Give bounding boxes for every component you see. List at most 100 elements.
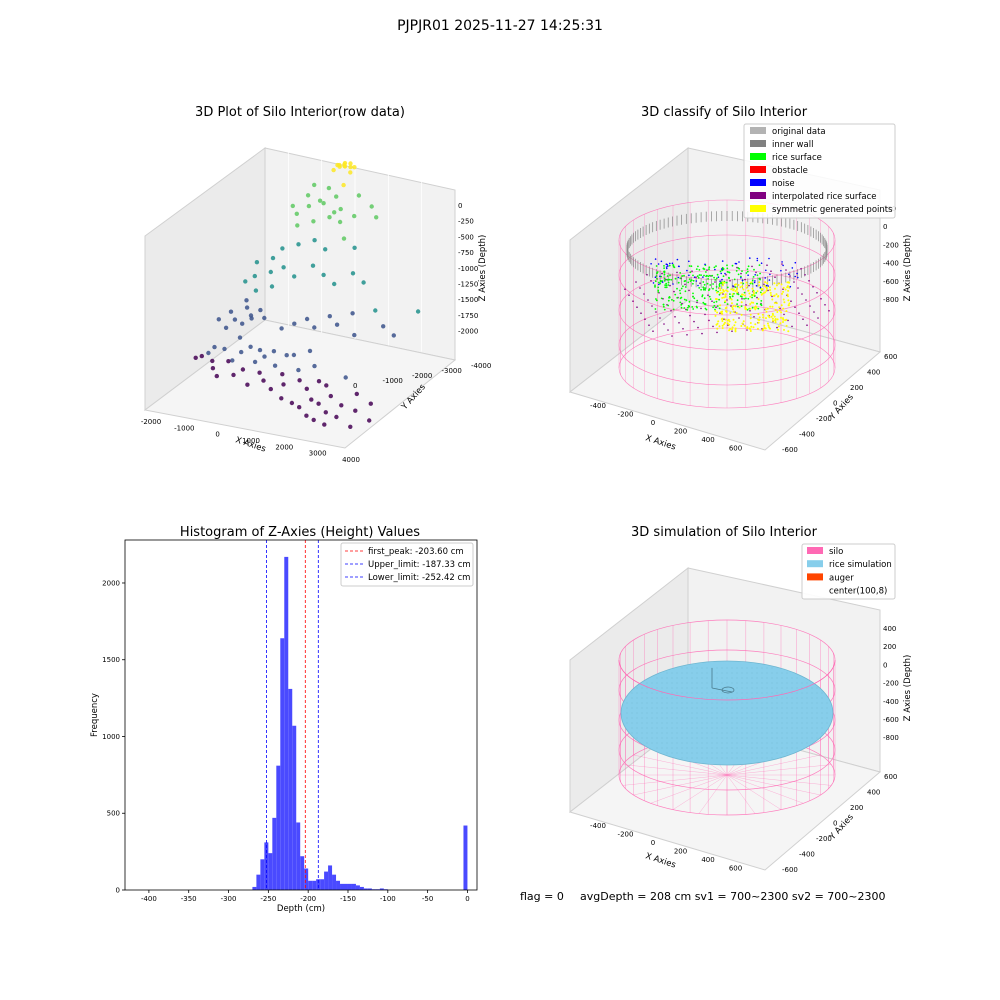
classify-symmetric-point — [777, 328, 779, 331]
sim-rice-node — [651, 702, 653, 704]
classify-rice-point — [698, 269, 701, 271]
raw-point — [311, 417, 316, 423]
classify-interp-point — [791, 325, 793, 328]
classify-interp-point — [691, 270, 693, 273]
classify-noise-point — [769, 273, 771, 276]
raw-point — [323, 410, 328, 415]
classify-noise-point — [765, 269, 767, 272]
classify-rice-point — [663, 308, 666, 311]
classify-interp-point — [701, 332, 703, 335]
sim-rice-node — [636, 707, 638, 709]
sim-rice-node — [751, 747, 753, 749]
sim-rice-node — [796, 727, 798, 729]
classify-symmetric-point — [776, 311, 779, 313]
hist-ylabel: Frequency — [90, 693, 100, 737]
classify-rice-point — [660, 275, 663, 278]
sim-rice-node — [786, 742, 788, 744]
sim-rice-node — [821, 707, 823, 709]
sim-z-tick: -600 — [883, 716, 899, 724]
classify-symmetric-point — [737, 284, 740, 286]
classify-interp-point — [812, 286, 814, 288]
classify-rice-point — [672, 265, 675, 268]
classify-rice-point — [672, 308, 675, 311]
sim-rice-node — [696, 722, 698, 724]
sim-rice-node — [666, 752, 668, 754]
sim-rice-node — [781, 687, 783, 689]
classify-rice-point — [758, 277, 761, 280]
sim-y-tick: -400 — [799, 851, 815, 859]
raw-point — [381, 324, 386, 329]
hist-bar — [347, 883, 352, 890]
raw-point — [348, 164, 353, 170]
sim-rice-node — [686, 722, 688, 724]
classify-noise-point — [764, 277, 766, 279]
classify-noise-point — [659, 275, 661, 278]
classify-noise-point — [794, 275, 796, 278]
classify-rice-point — [659, 282, 662, 285]
hist-bar — [288, 688, 293, 890]
sim-rice-node — [771, 702, 773, 704]
sim-rice-node — [786, 722, 788, 724]
raw-z-tick: -1750 — [458, 312, 478, 320]
sim-rice-node — [631, 727, 633, 729]
sim-rice-node — [736, 732, 738, 734]
classify-interp-point — [785, 269, 787, 271]
sim-rice-node — [731, 717, 733, 719]
classify-noise-point — [677, 276, 680, 279]
sim-rice-node — [696, 737, 698, 739]
sim-rice-node — [681, 672, 683, 674]
sim-rice-node — [691, 712, 693, 714]
classify-rice-point — [751, 282, 754, 285]
classify-rice-point — [692, 295, 694, 298]
sim-rice-node — [721, 687, 723, 689]
sim-rice-node — [771, 707, 773, 709]
classify-symmetric-point — [741, 293, 744, 296]
sim-rice-node — [666, 717, 668, 719]
raw-point — [254, 260, 260, 265]
classify-rice-point — [668, 296, 671, 298]
classify-rice-point — [690, 279, 693, 281]
classify-interp-point — [813, 311, 815, 313]
classify-interp-point — [817, 317, 819, 319]
raw-point — [262, 354, 267, 359]
raw-point — [292, 274, 297, 279]
sim-rice-node — [666, 722, 668, 724]
sim-rice-node — [766, 672, 768, 674]
classify-symmetric-point — [784, 319, 787, 322]
classify-legend-label: obstacle — [772, 166, 808, 176]
sim-silo-spoke — [726, 764, 832, 776]
sim-rice-node — [671, 712, 673, 714]
sim-rice-node — [646, 727, 648, 729]
classify-rice-point — [654, 286, 656, 288]
classify-interp-point — [706, 269, 708, 271]
classify-legend-label: noise — [772, 179, 795, 189]
sim-rice-node — [776, 742, 778, 744]
sim-silo-spoke — [726, 774, 832, 786]
sim-rice-node — [631, 707, 633, 709]
classify-legend-box — [743, 123, 896, 219]
sim-rice-node — [826, 717, 828, 719]
classify-interp-point — [738, 317, 740, 319]
sim-rice-node — [806, 737, 808, 739]
sim-rice-node — [776, 727, 778, 729]
sim-z-tick: 200 — [883, 643, 896, 651]
sim-rice-node — [686, 727, 688, 729]
classify-rice-point — [663, 273, 666, 276]
sim-rice-node — [636, 737, 638, 739]
sim-rice-node — [786, 717, 788, 719]
sim-rice-node — [646, 707, 648, 709]
raw-point — [193, 355, 198, 360]
classify-y-tick: -600 — [782, 446, 798, 454]
raw-point — [348, 424, 353, 429]
sim-rice-node — [781, 727, 783, 729]
sim-rice-node — [686, 697, 688, 699]
sim-rice-node — [701, 737, 703, 739]
classify-symmetric-point — [787, 304, 790, 307]
classify-interp-point — [722, 293, 724, 295]
raw-point — [316, 379, 322, 384]
raw-point — [348, 170, 353, 175]
sim-rice-node — [671, 692, 673, 694]
raw-point — [268, 386, 273, 392]
classify-rice-point — [746, 270, 749, 273]
classify-rice-point — [712, 287, 714, 290]
